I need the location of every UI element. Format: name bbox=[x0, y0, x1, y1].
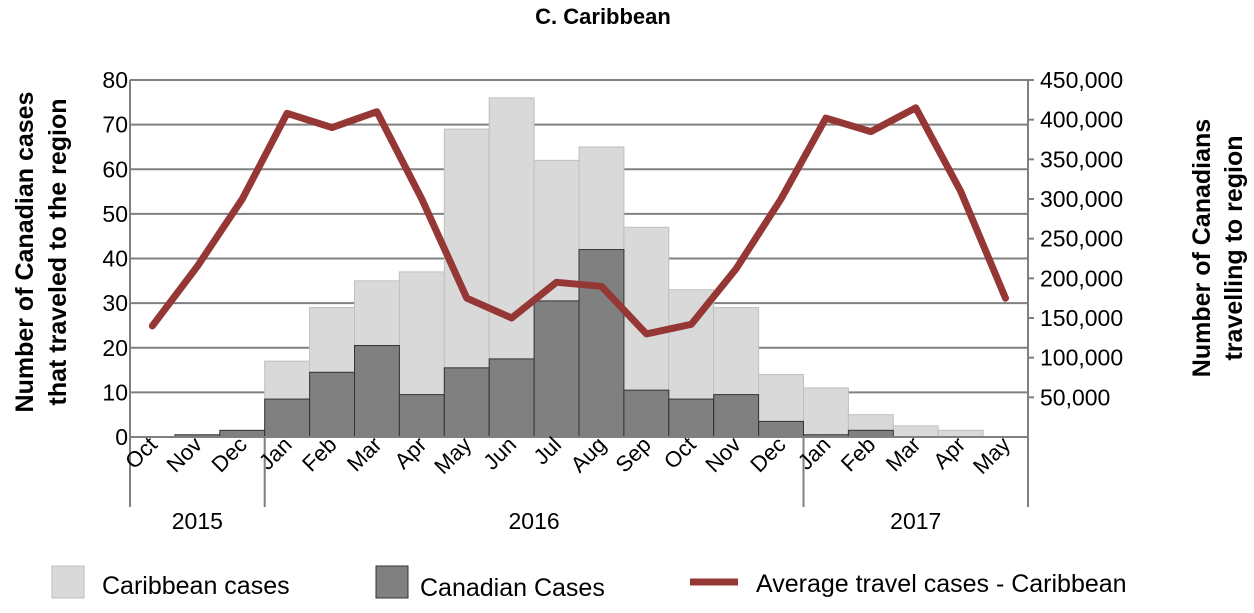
left-tick-label: 70 bbox=[102, 112, 128, 138]
bar-canadian-cases bbox=[219, 429, 266, 438]
bar-canadian-cases bbox=[758, 420, 804, 438]
month-label: May bbox=[968, 432, 1015, 479]
left-tick-label: 80 bbox=[102, 67, 128, 93]
month-label: Jan bbox=[254, 432, 297, 475]
travel-line-layer bbox=[148, 104, 1009, 338]
month-label: Nov bbox=[162, 432, 207, 477]
canadian-cases-bars bbox=[174, 249, 894, 438]
month-label: Oct bbox=[659, 432, 701, 474]
left-axis-title-line1: Number of Canadian cases bbox=[11, 92, 39, 413]
bar-caribbean-cases bbox=[803, 387, 849, 438]
left-axis-ticks: 0 10 20 30 40 50 60 70 80 bbox=[102, 67, 128, 450]
legend-label-canadian: Canadian Cases bbox=[420, 574, 605, 602]
month-label: Nov bbox=[700, 432, 745, 477]
bar-canadian-cases bbox=[398, 394, 445, 438]
right-tick-label: 150,000 bbox=[1040, 305, 1123, 331]
bar-canadian-cases bbox=[309, 371, 356, 438]
legend-label-travel: Average travel cases - Caribbean bbox=[756, 570, 1127, 598]
month-label: Mar bbox=[342, 432, 386, 476]
month-label: Feb bbox=[836, 432, 880, 476]
left-tick-label: 20 bbox=[102, 335, 128, 361]
bar-canadian-cases bbox=[713, 394, 760, 438]
year-labels: 2015 2016 2017 bbox=[172, 508, 942, 534]
year-label: 2016 bbox=[509, 508, 560, 534]
bar-canadian-cases bbox=[354, 345, 400, 438]
month-label: Feb bbox=[297, 432, 341, 476]
bar-caribbean-cases bbox=[937, 429, 984, 438]
left-tick-label: 0 bbox=[115, 424, 128, 450]
right-axis-title-line2: travelling to region bbox=[1220, 135, 1248, 360]
bar-caribbean-cases bbox=[892, 425, 939, 438]
left-tick-label: 60 bbox=[102, 156, 128, 182]
right-tick-label: 400,000 bbox=[1040, 107, 1123, 133]
bar-canadian-cases bbox=[623, 389, 670, 438]
bar-canadian-cases bbox=[264, 398, 311, 438]
bar-canadian-cases bbox=[443, 367, 490, 438]
month-label: Dec bbox=[745, 432, 790, 477]
right-tick-label: 50,000 bbox=[1040, 384, 1110, 410]
month-label: Jun bbox=[478, 432, 521, 475]
month-label: Aug bbox=[566, 432, 611, 477]
legend-swatch-caribbean bbox=[51, 565, 85, 599]
year-label: 2017 bbox=[890, 508, 941, 534]
right-axis-title-line1: Number of Canadians bbox=[1188, 119, 1216, 377]
left-tick-label: 50 bbox=[102, 201, 128, 227]
right-tick-label: 250,000 bbox=[1040, 226, 1123, 252]
bar-canadian-cases bbox=[578, 249, 625, 438]
bar-canadian-cases bbox=[488, 358, 535, 438]
right-tick-label: 100,000 bbox=[1040, 345, 1123, 371]
month-label: Apr bbox=[389, 432, 431, 474]
right-tick-label: 200,000 bbox=[1040, 265, 1123, 291]
month-label: Jan bbox=[793, 432, 836, 475]
bar-canadian-cases bbox=[847, 429, 894, 438]
year-label: 2015 bbox=[172, 508, 223, 534]
month-label: Mar bbox=[881, 432, 925, 476]
axes bbox=[129, 79, 1034, 507]
legend: Caribbean cases Canadian Cases Average t… bbox=[51, 565, 1127, 602]
line-average-travel bbox=[148, 104, 1009, 338]
legend-swatch-canadian bbox=[375, 565, 409, 599]
month-label: Sep bbox=[611, 432, 656, 477]
left-tick-label: 10 bbox=[102, 379, 128, 405]
right-tick-label: 350,000 bbox=[1040, 146, 1123, 172]
chart-title: C. Caribbean bbox=[535, 4, 671, 29]
legend-label-caribbean: Caribbean cases bbox=[102, 572, 290, 600]
right-tick-label: 450,000 bbox=[1040, 67, 1123, 93]
month-label: Apr bbox=[928, 432, 970, 474]
bar-canadian-cases bbox=[533, 300, 580, 438]
right-axis-ticks: 50,000 100,000 150,000 200,000 250,000 300,00… bbox=[1040, 67, 1123, 410]
left-axis-title-line2: that traveled to the region bbox=[44, 99, 72, 406]
month-label: Dec bbox=[206, 432, 251, 477]
bar-canadian-cases bbox=[668, 398, 715, 438]
left-tick-label: 30 bbox=[102, 290, 128, 316]
right-tick-label: 300,000 bbox=[1040, 186, 1123, 212]
month-label: May bbox=[429, 432, 476, 479]
left-tick-label: 40 bbox=[102, 246, 128, 272]
